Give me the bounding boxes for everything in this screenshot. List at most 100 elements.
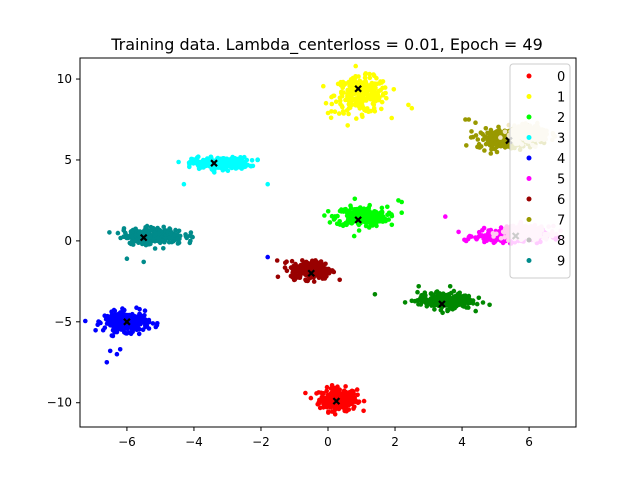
point bbox=[181, 181, 187, 187]
point bbox=[415, 289, 420, 295]
point bbox=[167, 235, 172, 241]
series-9 bbox=[107, 223, 195, 265]
point bbox=[339, 399, 345, 405]
point bbox=[317, 272, 323, 278]
point bbox=[498, 225, 504, 230]
point bbox=[117, 347, 123, 352]
point bbox=[349, 102, 355, 107]
point bbox=[469, 129, 474, 134]
point bbox=[348, 214, 353, 219]
point bbox=[144, 223, 150, 229]
point bbox=[425, 300, 431, 305]
point bbox=[111, 326, 117, 331]
point bbox=[289, 258, 295, 264]
point bbox=[351, 406, 356, 411]
point bbox=[334, 388, 339, 394]
point bbox=[337, 277, 343, 283]
point bbox=[331, 217, 337, 222]
point bbox=[211, 168, 216, 174]
point bbox=[144, 318, 149, 324]
legend-label: 4 bbox=[557, 152, 565, 167]
center-marker bbox=[354, 216, 362, 224]
point bbox=[265, 181, 271, 187]
point bbox=[349, 87, 354, 92]
point bbox=[329, 390, 334, 396]
point bbox=[483, 126, 489, 131]
point bbox=[294, 265, 300, 271]
point bbox=[118, 235, 123, 241]
point bbox=[324, 388, 330, 394]
point bbox=[135, 325, 140, 331]
point bbox=[502, 129, 508, 135]
point bbox=[345, 123, 351, 128]
point bbox=[274, 258, 280, 263]
point bbox=[107, 317, 112, 323]
point bbox=[494, 129, 500, 134]
point bbox=[194, 156, 199, 161]
point bbox=[107, 348, 113, 354]
point bbox=[432, 307, 437, 312]
point bbox=[361, 408, 366, 414]
point bbox=[355, 97, 361, 102]
point bbox=[482, 148, 487, 153]
point bbox=[369, 80, 375, 86]
point bbox=[363, 78, 368, 84]
point bbox=[473, 120, 478, 125]
point bbox=[374, 223, 379, 229]
point bbox=[360, 114, 365, 120]
point bbox=[367, 75, 373, 81]
point bbox=[346, 398, 351, 404]
point bbox=[104, 360, 110, 365]
y-tick-label: −5 bbox=[54, 315, 72, 329]
point bbox=[166, 239, 172, 245]
series-8 bbox=[372, 284, 492, 316]
point bbox=[456, 229, 461, 235]
point bbox=[151, 225, 156, 231]
point bbox=[300, 267, 305, 272]
point bbox=[416, 302, 421, 307]
point bbox=[311, 275, 316, 280]
point bbox=[475, 137, 481, 142]
point bbox=[145, 230, 151, 235]
point bbox=[188, 234, 194, 239]
point bbox=[321, 83, 326, 89]
point bbox=[303, 278, 309, 284]
point bbox=[352, 196, 358, 202]
point bbox=[129, 228, 135, 234]
point bbox=[318, 390, 324, 396]
point bbox=[452, 302, 458, 307]
point bbox=[343, 404, 349, 409]
point bbox=[465, 296, 471, 301]
point bbox=[335, 213, 340, 219]
point bbox=[379, 211, 384, 217]
point bbox=[308, 395, 314, 401]
point bbox=[492, 136, 498, 141]
point bbox=[102, 325, 108, 331]
x-tick-label: −2 bbox=[252, 435, 270, 449]
point bbox=[248, 163, 254, 169]
point bbox=[317, 399, 322, 405]
point bbox=[473, 133, 479, 138]
point bbox=[466, 299, 472, 305]
point bbox=[330, 268, 336, 274]
point bbox=[457, 290, 463, 296]
point bbox=[364, 108, 370, 113]
point bbox=[168, 231, 173, 236]
x-tick-label: 2 bbox=[391, 435, 399, 449]
point bbox=[344, 108, 350, 113]
point bbox=[377, 81, 382, 86]
point bbox=[379, 106, 384, 112]
point bbox=[368, 217, 374, 223]
point bbox=[368, 92, 373, 98]
point bbox=[343, 206, 349, 212]
point bbox=[324, 269, 330, 275]
point bbox=[445, 307, 450, 312]
point bbox=[227, 162, 232, 167]
point bbox=[148, 241, 153, 247]
point bbox=[340, 223, 346, 229]
point bbox=[346, 111, 351, 117]
point bbox=[504, 224, 510, 229]
point bbox=[458, 299, 464, 305]
point bbox=[466, 117, 472, 122]
point bbox=[120, 324, 125, 330]
